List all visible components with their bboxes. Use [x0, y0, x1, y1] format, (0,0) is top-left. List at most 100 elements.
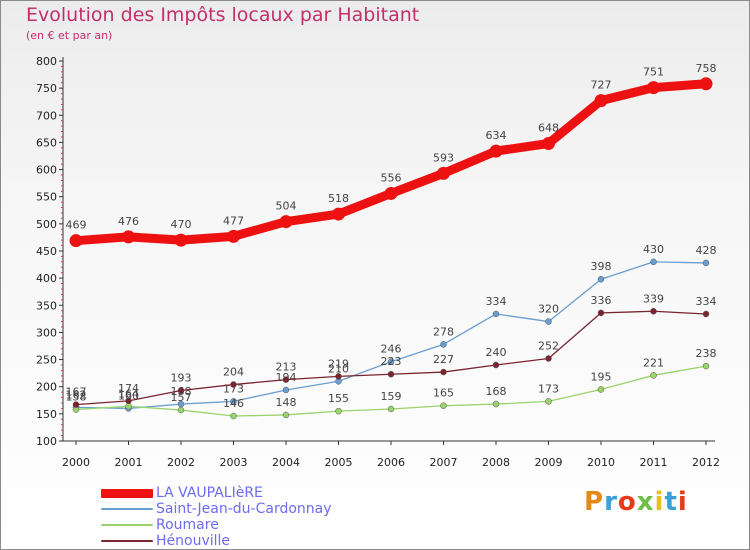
data-label: 168	[486, 385, 507, 398]
data-label: 227	[433, 353, 454, 366]
data-point	[440, 341, 447, 348]
data-point	[650, 308, 657, 315]
y-tick-label: 350	[36, 299, 57, 312]
data-label: 278	[433, 325, 454, 338]
data-point	[125, 397, 132, 405]
data-point	[597, 275, 605, 283]
x-tick-label: 2006	[377, 456, 405, 469]
y-tick-label: 150	[36, 408, 57, 421]
data-point	[542, 137, 555, 151]
data-label: 165	[433, 387, 454, 400]
data-point	[387, 358, 395, 365]
legend-item: Saint-Jean-du-Cardonnay	[101, 501, 332, 517]
data-point	[545, 318, 552, 325]
legend-swatch	[101, 540, 153, 542]
x-tick-label: 2010	[587, 456, 615, 469]
data-point	[594, 94, 608, 108]
x-tick-label: 2000	[62, 456, 90, 469]
data-point	[230, 381, 237, 388]
data-label: 195	[591, 370, 612, 383]
data-point	[282, 411, 290, 419]
data-point	[69, 234, 83, 248]
data-point	[545, 355, 552, 362]
data-point	[230, 412, 237, 420]
data-label: 219	[328, 357, 349, 370]
y-tick-label: 300	[36, 326, 57, 339]
logo-letter: i	[654, 487, 665, 517]
x-tick-label: 2009	[535, 456, 563, 469]
data-label: 476	[118, 215, 139, 228]
x-tick-label: 2001	[115, 456, 143, 469]
x-tick-label: 2003	[220, 456, 248, 469]
y-tick-label: 650	[36, 136, 57, 149]
data-label: 758	[696, 62, 717, 75]
data-label: 252	[538, 339, 559, 352]
y-tick-label: 100	[36, 435, 57, 448]
data-point	[125, 403, 132, 410]
data-label: 210	[328, 362, 349, 375]
data-point	[440, 368, 447, 376]
data-label: 155	[328, 392, 349, 405]
data-label: 174	[118, 382, 139, 395]
legend-item: Roumare	[101, 517, 332, 533]
logo-letter: P	[584, 487, 605, 517]
data-point	[384, 186, 398, 200]
data-point	[702, 259, 710, 267]
x-tick-label: 2002	[167, 456, 195, 469]
data-point	[282, 376, 290, 383]
data-point	[122, 230, 135, 244]
y-tick-label: 450	[36, 245, 57, 258]
data-label: 162	[66, 388, 87, 401]
data-point	[332, 207, 345, 221]
y-tick-label: 500	[36, 218, 57, 231]
x-tick-label: 2012	[692, 456, 720, 469]
data-point	[699, 77, 713, 91]
data-point	[177, 387, 185, 394]
data-label: 159	[381, 390, 402, 403]
y-tick-label: 600	[36, 164, 57, 177]
x-tick-label: 2004	[272, 456, 300, 469]
logo-letter: x	[636, 487, 655, 517]
data-point	[702, 310, 710, 318]
data-label: 556	[381, 171, 402, 184]
data-label: 469	[66, 219, 87, 232]
y-tick-label: 400	[36, 272, 57, 285]
data-point	[177, 406, 185, 414]
data-label: 428	[696, 244, 717, 257]
data-label: 648	[538, 122, 559, 135]
data-point	[597, 309, 605, 317]
data-label: 167	[66, 386, 87, 399]
data-point	[492, 400, 500, 408]
series-line-0	[71, 79, 711, 246]
data-label: 246	[381, 343, 402, 356]
data-label: 336	[591, 294, 612, 307]
data-point	[279, 215, 293, 229]
x-tick-label: 2005	[325, 456, 353, 469]
y-tick-label: 200	[36, 381, 57, 394]
data-label: 430	[643, 243, 664, 256]
data-label: 146	[223, 397, 244, 410]
data-label: 158	[66, 391, 87, 404]
data-point	[545, 398, 552, 405]
data-point	[702, 362, 710, 370]
data-label: 193	[171, 372, 192, 385]
data-point	[647, 81, 660, 95]
data-point	[282, 386, 290, 394]
data-label: 173	[538, 382, 559, 395]
data-label: 148	[276, 396, 297, 409]
data-label: 221	[643, 356, 664, 369]
data-label: 477	[223, 214, 244, 227]
chart-title: Evolution des Impôts locaux par Habitant	[26, 4, 420, 26]
x-tick-label: 2007	[430, 456, 458, 469]
data-label: 164	[118, 387, 139, 400]
data-point	[387, 405, 395, 413]
legend-swatch	[101, 508, 153, 510]
chart-subtitle: (en € et par an)	[26, 29, 113, 42]
y-tick-label: 800	[36, 55, 57, 68]
data-label: 223	[381, 355, 402, 368]
data-label: 470	[171, 218, 192, 231]
logo-letter: i	[677, 487, 688, 517]
data-label: 727	[591, 79, 612, 92]
data-label: 157	[171, 391, 192, 404]
